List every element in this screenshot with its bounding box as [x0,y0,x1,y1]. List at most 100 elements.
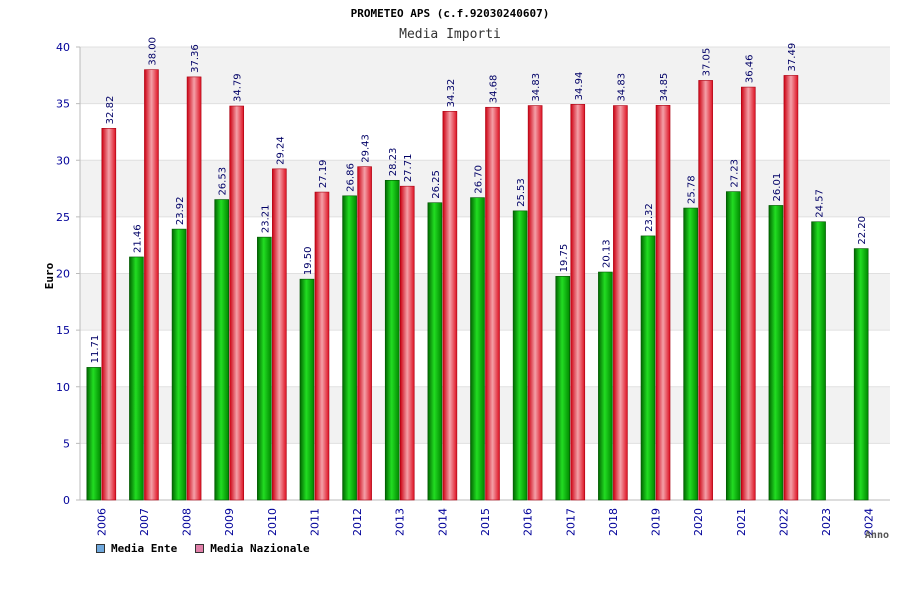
bar-media-nazionale [442,111,458,501]
bar-media-ente [555,276,571,501]
data-label-media-nazionale: 27.19 [318,159,329,188]
x-tick-label: 2013 [394,508,407,536]
x-tick-label: 2009 [223,508,236,536]
y-tick-label: 0 [63,494,70,507]
data-label-media-ente: 25.78 [687,175,698,204]
x-tick-label: 2010 [266,508,279,536]
bar-media-nazionale [229,105,245,501]
data-label-media-ente: 26.25 [431,170,442,199]
bar-media-ente [640,235,656,501]
bar-media-nazionale [698,80,713,501]
legend-item-media-ente: Media Ente [96,542,177,555]
y-tick-label: 10 [56,381,70,394]
x-tick-label: 2020 [692,508,705,536]
plot-band [80,160,890,217]
bar-media-nazionale [144,69,159,501]
bar-media-nazionale [527,105,543,501]
legend-swatch-media-ente [96,544,105,553]
bar-media-ente [427,202,443,501]
y-tick-label: 25 [56,211,70,224]
legend-swatch-media-nazionale [195,544,205,553]
bar-media-ente [86,367,102,501]
y-tick-label: 35 [56,98,70,111]
y-axis-label: Euro [43,262,56,289]
data-label-media-ente: 21.46 [132,224,143,253]
bar-media-nazionale [357,166,372,501]
legend-label-media-ente: Media Ente [111,542,178,555]
data-label-media-ente: 28.23 [388,148,399,177]
chart-subtitle: Media Importi [399,27,501,42]
x-tick-label: 2011 [308,508,321,536]
x-tick-label: 2007 [138,508,151,536]
x-tick-label: 2021 [735,508,748,536]
bar-media-ente [342,195,357,501]
bar-media-nazionale [399,185,415,501]
data-label-media-nazionale: 34.79 [233,73,244,102]
data-label-media-ente: 23.21 [260,205,271,234]
x-tick-label: 2023 [820,508,833,536]
data-label-media-ente: 26.53 [218,167,229,196]
bar-media-ente [512,210,528,501]
data-label-media-nazionale: 37.05 [702,48,713,77]
bar-media-ente [214,199,230,501]
bar-media-nazionale [570,104,586,501]
data-label-media-nazionale: 29.24 [275,136,286,165]
x-tick-label: 2016 [522,508,535,536]
bar-media-nazionale [655,105,671,501]
data-label-media-nazionale: 37.49 [787,43,798,72]
legend-label-media-nazionale: Media Nazionale [210,542,310,555]
data-label-media-ente: 23.32 [644,203,655,232]
data-label-media-ente: 23.92 [175,196,186,225]
bar-media-ente [257,236,272,501]
data-label-media-ente: 26.86 [346,163,357,192]
data-label-media-nazionale: 34.32 [446,79,457,108]
plot-band [80,47,890,104]
bar-media-ente [129,256,144,501]
data-label-media-nazionale: 34.94 [574,72,585,101]
data-label-media-ente: 25.53 [516,178,527,207]
bar-media-nazionale [101,128,117,501]
bar-media-ente [725,191,741,501]
data-label-media-ente: 20.13 [601,239,612,268]
data-label-media-ente: 11.71 [90,335,101,364]
legend: Media Ente Media Nazionale [96,542,310,555]
y-tick-label: 15 [56,324,70,337]
x-tick-label: 2017 [564,508,577,536]
legend-item-media-nazionale: Media Nazionale [195,542,310,555]
y-tick-label: 20 [56,268,70,281]
bar-media-ente [598,271,613,501]
data-label-media-nazionale: 29.43 [361,134,372,163]
x-tick-label: 2015 [479,508,492,536]
bar-media-ente [768,205,784,501]
x-tick-label: 2012 [351,508,364,536]
data-label-media-ente: 22.20 [857,216,868,245]
x-tick-label: 2018 [607,508,620,536]
x-axis-label: Anno [865,530,889,541]
bar-media-nazionale [186,76,202,501]
data-label-media-nazionale: 34.83 [616,73,627,102]
bar-media-nazionale [783,75,799,501]
data-label-media-nazionale: 36.46 [744,54,755,83]
y-tick-label: 30 [56,154,70,167]
bar-media-nazionale [740,86,756,501]
data-label-media-ente: 26.70 [474,165,485,194]
data-label-media-ente: 19.50 [303,247,314,276]
data-label-media-ente: 24.57 [815,189,826,218]
x-tick-label: 2022 [777,508,790,536]
bar-media-ente [171,228,187,501]
x-tick-label: 2019 [650,508,663,536]
bar-media-ente [299,278,315,501]
x-tick-label: 2014 [436,508,449,536]
data-label-media-ente: 19.75 [559,244,570,273]
y-tick-label: 40 [56,41,70,54]
data-label-media-nazionale: 27.71 [403,154,414,183]
x-tick-label: 2006 [95,508,108,536]
bar-media-ente [384,179,400,501]
bar-media-nazionale [613,105,628,501]
y-tick-label: 5 [63,437,70,450]
chart-title: PROMETEO APS (c.f.92030240607) [351,7,550,20]
bar-media-ente [683,207,698,501]
data-label-media-nazionale: 32.82 [105,96,116,125]
bar-media-nazionale [485,106,500,501]
data-label-media-nazionale: 34.85 [659,73,670,102]
